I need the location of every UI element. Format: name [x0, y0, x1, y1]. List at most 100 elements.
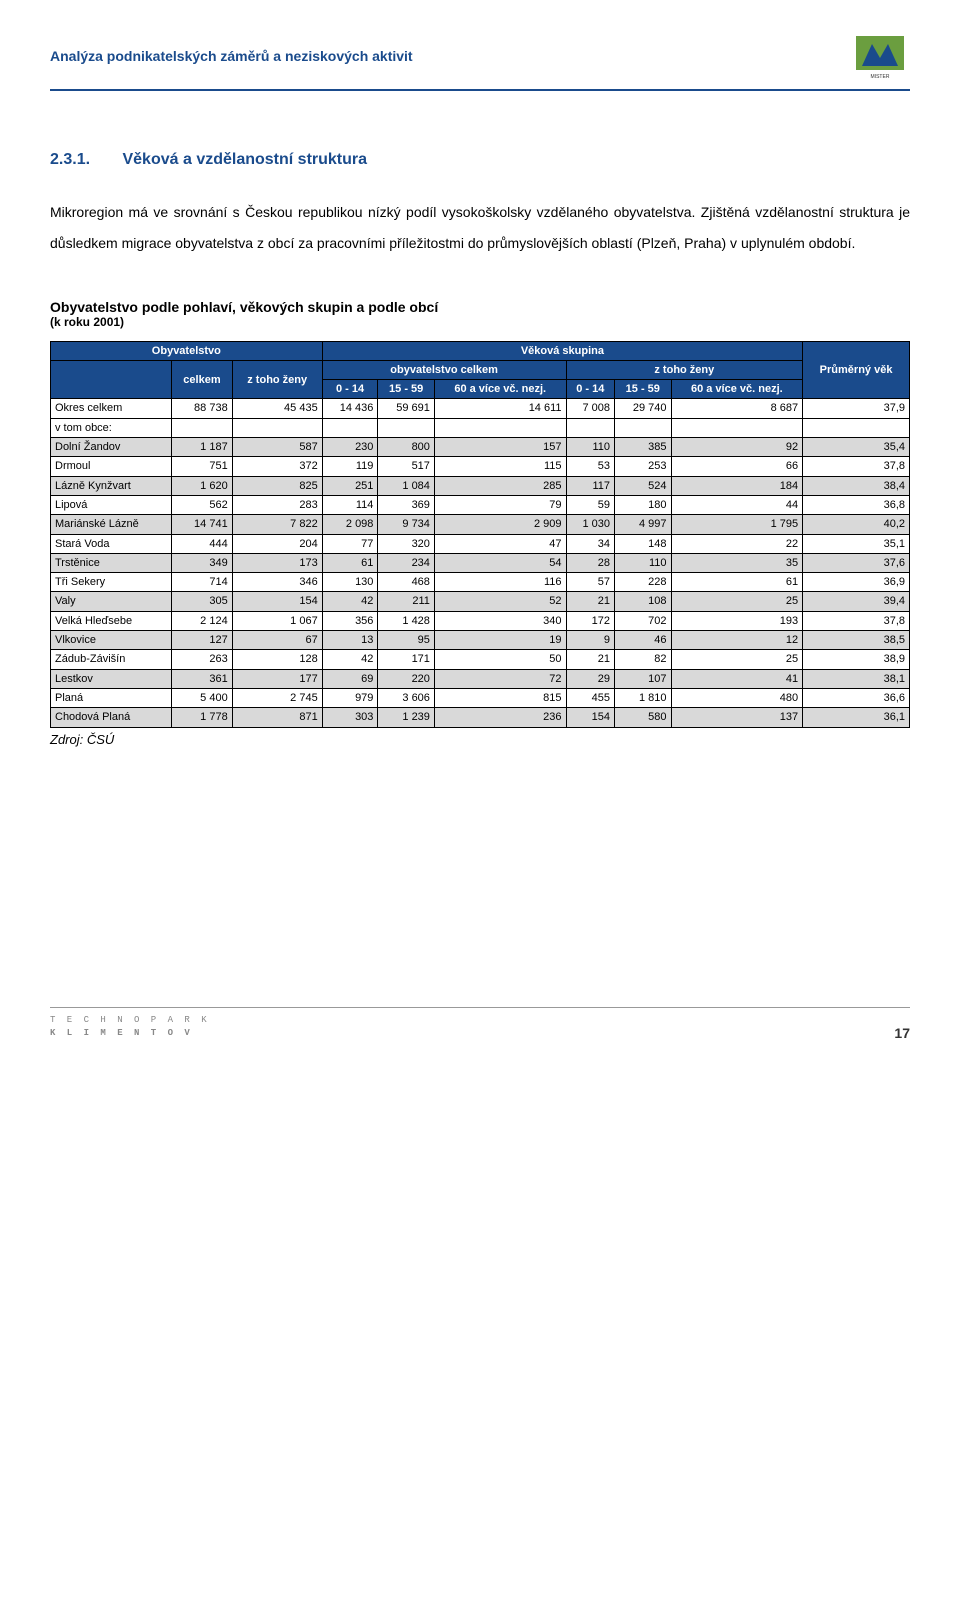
cell: 37,8: [803, 457, 910, 476]
row-label: v tom obce:: [51, 418, 172, 437]
th-blank: [51, 360, 172, 399]
cell: 800: [378, 438, 435, 457]
cell: 3 606: [378, 688, 435, 707]
section-title: Věková a vzdělanostní struktura: [122, 151, 367, 168]
cell: 36,8: [803, 495, 910, 514]
row-label: Tři Sekery: [51, 573, 172, 592]
cell: 340: [434, 611, 566, 630]
cell: 53: [566, 457, 615, 476]
cell: 444: [172, 534, 233, 553]
cell: 1 428: [378, 611, 435, 630]
cell: 37,9: [803, 399, 910, 418]
cell: 127: [172, 631, 233, 650]
row-label: Zádub-Závišín: [51, 650, 172, 669]
cell: 59: [566, 495, 615, 514]
cell: 303: [322, 708, 378, 727]
cell: 825: [232, 476, 322, 495]
cell: 108: [615, 592, 672, 611]
cell: 21: [566, 650, 615, 669]
cell: 110: [566, 438, 615, 457]
cell: 4 997: [615, 515, 672, 534]
cell: 115: [434, 457, 566, 476]
cell: 37,8: [803, 611, 910, 630]
cell: 114: [322, 495, 378, 514]
header-title: Analýza podnikatelských záměrů a nezisko…: [50, 30, 413, 64]
cell: 13: [322, 631, 378, 650]
cell: 148: [615, 534, 672, 553]
row-label: Valy: [51, 592, 172, 611]
cell: 251: [322, 476, 378, 495]
cell: 50: [434, 650, 566, 669]
table-row: Zádub-Závišín263128421715021822538,9: [51, 650, 910, 669]
cell: 283: [232, 495, 322, 514]
row-label: Stará Voda: [51, 534, 172, 553]
cell: 714: [172, 573, 233, 592]
cell: 37,6: [803, 553, 910, 572]
cell: 92: [671, 438, 803, 457]
cell: 154: [232, 592, 322, 611]
logo-caption: MISTER: [871, 74, 890, 80]
th-obyv-celkem: obyvatelstvo celkem: [322, 360, 566, 379]
cell: 524: [615, 476, 672, 495]
cell: 130: [322, 573, 378, 592]
th-vekova-skupina: Věková skupina: [322, 341, 802, 360]
table-row: Trstěnice3491736123454281103537,6: [51, 553, 910, 572]
cell: 220: [378, 669, 435, 688]
row-label: Planá: [51, 688, 172, 707]
cell: 285: [434, 476, 566, 495]
cell: 52: [434, 592, 566, 611]
cell: 29 740: [615, 399, 672, 418]
row-label: Lestkov: [51, 669, 172, 688]
table-row: Lipová56228311436979591804436,8: [51, 495, 910, 514]
cell: 25: [671, 650, 803, 669]
th-obyvatelstvo: Obyvatelstvo: [51, 341, 323, 360]
cell: 36,6: [803, 688, 910, 707]
cell: [434, 418, 566, 437]
population-table: Obyvatelstvo Věková skupina Průměrný věk…: [50, 341, 910, 728]
cell: 173: [232, 553, 322, 572]
row-label: Vlkovice: [51, 631, 172, 650]
cell: 47: [434, 534, 566, 553]
table-row: Vlkovice127671395199461238,5: [51, 631, 910, 650]
row-label: Drmoul: [51, 457, 172, 476]
cell: 2 124: [172, 611, 233, 630]
cell: 59 691: [378, 399, 435, 418]
table-row: Dolní Žandov1 1875872308001571103859235,…: [51, 438, 910, 457]
cell: 79: [434, 495, 566, 514]
cell: 320: [378, 534, 435, 553]
row-label: Lipová: [51, 495, 172, 514]
cell: 9: [566, 631, 615, 650]
cell: 35,4: [803, 438, 910, 457]
cell: 480: [671, 688, 803, 707]
section-heading: 2.3.1. Věková a vzdělanostní struktura: [50, 151, 910, 169]
cell: 455: [566, 688, 615, 707]
cell: 562: [172, 495, 233, 514]
cell: [566, 418, 615, 437]
cell: 88 738: [172, 399, 233, 418]
cell: 1 620: [172, 476, 233, 495]
cell: 9 734: [378, 515, 435, 534]
cell: 39,4: [803, 592, 910, 611]
cell: 361: [172, 669, 233, 688]
cell: 34: [566, 534, 615, 553]
cell: 61: [322, 553, 378, 572]
cell: 38,1: [803, 669, 910, 688]
cell: 979: [322, 688, 378, 707]
cell: 385: [615, 438, 672, 457]
mister-logo-icon: MISTER: [850, 30, 910, 80]
cell: 41: [671, 669, 803, 688]
cell: 1 187: [172, 438, 233, 457]
cell: 45 435: [232, 399, 322, 418]
cell: 228: [615, 573, 672, 592]
cell: 815: [434, 688, 566, 707]
cell: 171: [378, 650, 435, 669]
table-body: Okres celkem88 73845 43514 43659 69114 6…: [51, 399, 910, 727]
table-source: Zdroj: ČSÚ: [50, 732, 910, 747]
table-row: Stará Voda4442047732047341482235,1: [51, 534, 910, 553]
cell: 263: [172, 650, 233, 669]
cell: [378, 418, 435, 437]
cell: 305: [172, 592, 233, 611]
cell: 14 436: [322, 399, 378, 418]
cell: 349: [172, 553, 233, 572]
cell: [803, 418, 910, 437]
